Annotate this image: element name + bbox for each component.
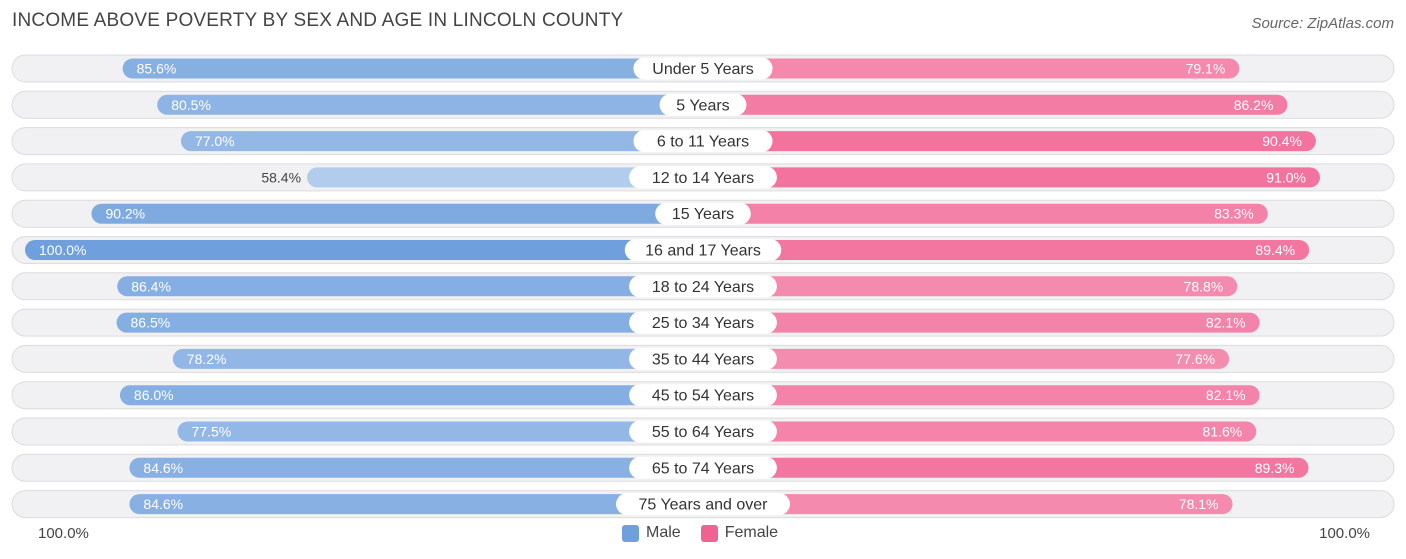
male-bar: [129, 457, 704, 478]
category-label: 75 Years and over: [639, 497, 769, 514]
category-label: 35 to 44 Years: [652, 351, 754, 368]
category-pill: [629, 420, 777, 443]
male-value-label: 86.4%: [131, 278, 171, 294]
female-value-label: 81.6%: [1203, 424, 1243, 440]
female-bar: [703, 276, 1238, 297]
male-value-label: 58.4%: [261, 169, 301, 185]
female-value-label: 83.3%: [1214, 206, 1254, 222]
chart-title: INCOME ABOVE POVERTY BY SEX AND AGE IN L…: [12, 10, 624, 31]
category-pill: [633, 57, 773, 80]
category-label: 45 to 54 Years: [652, 388, 754, 405]
female-bar: [703, 131, 1316, 152]
female-bar: [703, 385, 1260, 406]
category-pill: [629, 275, 777, 298]
female-value-label: 78.1%: [1179, 496, 1219, 512]
category-pill: [629, 384, 777, 407]
source-label: Source: ZipAtlas.com: [1251, 15, 1394, 32]
axis-left-label: 100.0%: [38, 525, 89, 542]
legend-swatch-male: [622, 524, 639, 542]
female-bar: [703, 494, 1233, 515]
male-bar: [129, 494, 704, 515]
category-label: 15 Years: [672, 206, 734, 223]
female-bar: [703, 457, 1309, 478]
male-value-label: 77.0%: [195, 133, 235, 149]
category-pill: [659, 93, 747, 116]
category-pill: [655, 202, 751, 225]
category-pill: [624, 239, 782, 261]
legend-swatch-female: [700, 524, 718, 542]
male-bar: [116, 312, 703, 333]
female-bar: [703, 348, 1230, 369]
female-value-label: 89.4%: [1255, 242, 1295, 258]
male-bar: [172, 348, 703, 369]
male-value-label: 86.5%: [131, 315, 171, 331]
category-pill: [616, 493, 790, 516]
female-value-label: 79.1%: [1186, 61, 1226, 77]
female-bar: [703, 203, 1268, 224]
legend-label-male: Male: [646, 524, 681, 541]
male-value-label: 84.6%: [143, 460, 183, 476]
male-value-label: 77.5%: [192, 424, 232, 440]
female-value-label: 78.8%: [1184, 278, 1224, 294]
male-value-label: 85.6%: [137, 61, 177, 77]
female-value-label: 82.1%: [1206, 315, 1246, 331]
male-value-label: 100.0%: [39, 242, 86, 258]
male-bar: [307, 167, 703, 188]
male-bar: [119, 385, 704, 406]
category-label: 55 to 64 Years: [652, 424, 754, 441]
category-label: 65 to 74 Years: [652, 460, 754, 477]
category-label: 25 to 34 Years: [652, 315, 754, 332]
female-value-label: 82.1%: [1206, 387, 1246, 403]
legend-item-male: Male: [622, 524, 681, 542]
male-bar: [25, 240, 703, 260]
male-bar: [91, 203, 704, 224]
female-value-label: 77.6%: [1175, 351, 1215, 367]
female-value-label: 91.0%: [1266, 169, 1306, 185]
male-bar: [122, 58, 703, 79]
category-pill: [629, 456, 777, 479]
male-bar: [180, 131, 703, 152]
category-label: 5 Years: [676, 97, 729, 114]
female-value-label: 89.3%: [1255, 460, 1295, 476]
female-bar: [703, 167, 1320, 188]
male-value-label: 86.0%: [134, 387, 174, 403]
female-bar: [703, 421, 1257, 442]
male-bar: [177, 421, 704, 442]
category-label: 12 to 14 Years: [652, 170, 754, 187]
category-pill: [629, 311, 777, 334]
male-bar: [157, 94, 703, 115]
category-label: 18 to 24 Years: [652, 279, 754, 296]
female-bar: [703, 58, 1240, 79]
category-pill: [629, 166, 777, 189]
category-pill: [633, 130, 773, 153]
male-value-label: 84.6%: [143, 496, 183, 512]
male-value-label: 78.2%: [187, 351, 227, 367]
male-value-label: 80.5%: [171, 97, 211, 113]
axis-right-label: 100.0%: [1319, 525, 1370, 542]
female-bar: [703, 240, 1310, 260]
category-label: 16 and 17 Years: [645, 243, 761, 260]
female-bar: [703, 94, 1288, 115]
female-value-label: 90.4%: [1262, 133, 1302, 149]
legend-label-female: Female: [724, 524, 779, 541]
legend-item-female: Female: [700, 524, 779, 542]
male-bar: [117, 276, 703, 297]
category-pill: [629, 347, 777, 370]
female-value-label: 86.2%: [1234, 97, 1274, 113]
category-label: 6 to 11 Years: [657, 134, 749, 151]
female-bar: [703, 312, 1260, 333]
legend: Male Female: [622, 524, 798, 542]
male-value-label: 90.2%: [105, 206, 145, 222]
category-label: Under 5 Years: [652, 61, 753, 78]
